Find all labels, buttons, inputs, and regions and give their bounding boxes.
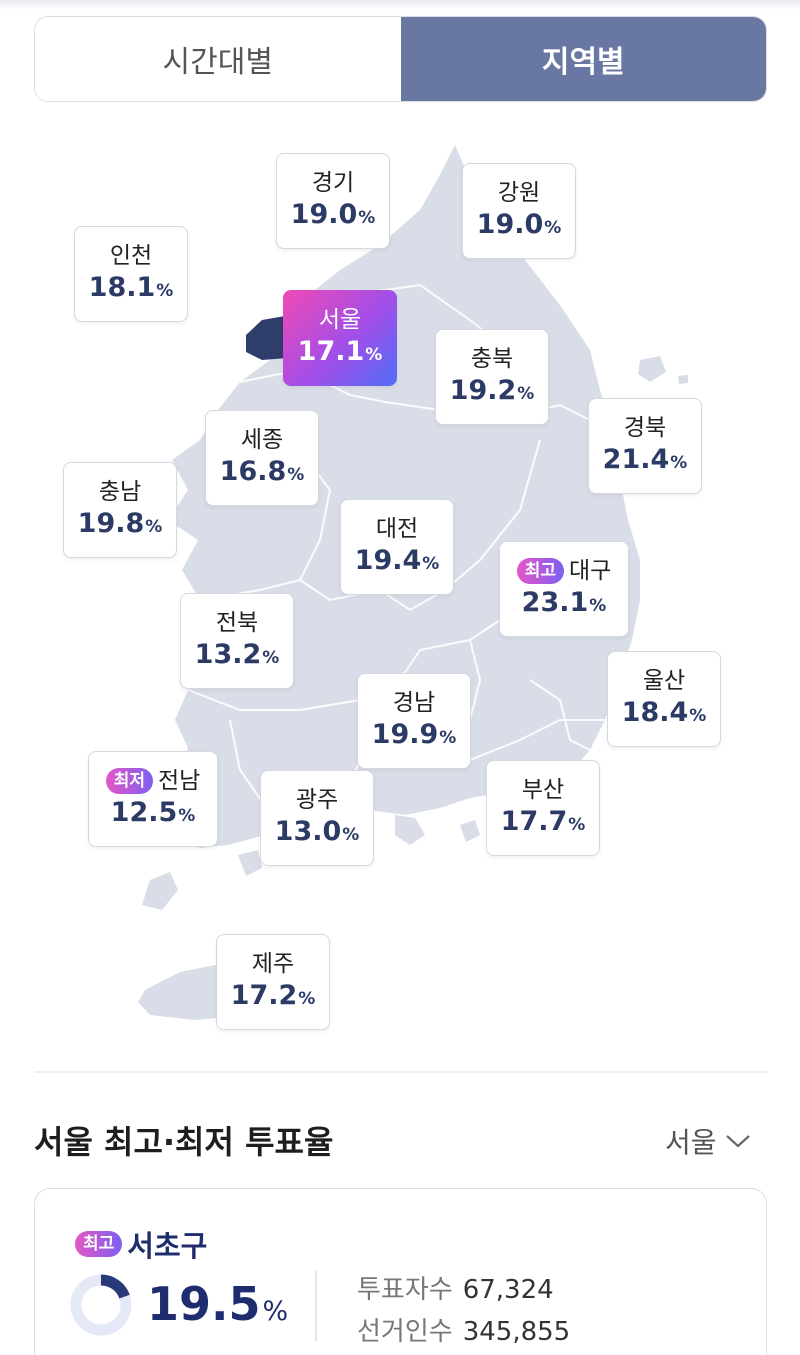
island-s-2: [460, 820, 480, 842]
lowest-badge: 최저: [105, 767, 153, 794]
region-rate: 18.1%: [88, 271, 174, 303]
region-name: 경기: [311, 169, 355, 196]
region-rate: 19.2%: [449, 374, 535, 406]
island-s-1: [395, 815, 425, 845]
region-card-daejeon[interactable]: 대전 19.4%: [340, 499, 454, 595]
region-rate: 13.0%: [274, 815, 360, 847]
region-rate: 12.5%: [110, 796, 196, 828]
region-card-gyeongnam[interactable]: 경남 19.9%: [357, 673, 471, 769]
region-name: 인천: [109, 242, 153, 269]
electorate-stat: 선거인수 345,855: [357, 1317, 571, 1347]
region-name: 경남: [392, 689, 436, 716]
region-name: 부산: [521, 776, 565, 803]
region-card-ulsan[interactable]: 울산 18.4%: [607, 651, 721, 747]
region-rate: 17.7%: [500, 805, 586, 837]
region-card-sejong[interactable]: 세종 16.8%: [205, 410, 319, 506]
region-rate: 13.2%: [194, 638, 280, 670]
region-card-gyeonggi[interactable]: 경기 19.0%: [276, 153, 390, 249]
region-rate: 19.9%: [371, 718, 457, 750]
region-name: 충남: [98, 478, 142, 505]
region-rate: 23.1%: [521, 586, 607, 618]
view-tabs: 시간대별 지역별: [34, 16, 767, 102]
region-select[interactable]: 서울: [665, 1121, 751, 1161]
chevron-down-icon: [725, 1135, 750, 1148]
island-dokdo: [678, 375, 688, 384]
region-name: 제주: [251, 950, 295, 977]
region-card-gyeongbuk[interactable]: 경북 21.4%: [588, 398, 702, 494]
region-name: 충북: [470, 345, 514, 372]
region-rate: 16.8%: [219, 455, 305, 487]
district-name: 서초구: [127, 1229, 208, 1263]
region-rate: 19.0%: [476, 208, 562, 240]
region-card-busan[interactable]: 부산 17.7%: [486, 760, 600, 856]
vertical-separator: [315, 1271, 317, 1341]
section-title: 서울 최고·최저 투표율: [34, 1123, 334, 1161]
region-name: 세종: [240, 426, 284, 453]
tab-by-time[interactable]: 시간대별: [35, 17, 401, 101]
region-name: 울산: [642, 667, 686, 694]
district-detail-card: 최고 서초구 19.5% 투표자수 67,324 선거인수 345,855: [34, 1188, 767, 1355]
region-rate: 21.4%: [602, 443, 688, 475]
district-rate: 19.5%: [147, 1277, 289, 1331]
region-name: 서울: [318, 306, 362, 333]
region-name: 강원: [497, 179, 541, 206]
region-card-jeju[interactable]: 제주 17.2%: [216, 934, 330, 1030]
region-card-chungnam[interactable]: 충남 19.8%: [63, 462, 177, 558]
region-card-jeonbuk[interactable]: 전북 13.2%: [180, 593, 294, 689]
island-sw-1: [142, 872, 178, 910]
highest-badge: 최고: [75, 1231, 123, 1257]
region-card-jeonnam[interactable]: 최저 전남 12.5%: [88, 751, 218, 847]
region-name: 전북: [215, 609, 259, 636]
region-name: 경북: [623, 414, 667, 441]
region-name: 최저 전남: [105, 766, 200, 796]
korea-turnout-map: 경기 19.0% 강원 19.0% 인천 18.1% 서울 17.1% 충북 1…: [0, 120, 800, 1060]
region-rate: 19.8%: [77, 507, 163, 539]
region-rate: 18.4%: [621, 696, 707, 728]
highest-badge: 최고: [516, 557, 564, 584]
region-name: 대전: [375, 515, 419, 542]
region-select-value: 서울: [665, 1126, 717, 1159]
region-rate: 17.2%: [230, 979, 316, 1011]
region-rate: 19.4%: [354, 544, 440, 576]
island-ulleung: [638, 356, 666, 382]
region-card-seoul[interactable]: 서울 17.1%: [283, 290, 397, 386]
region-card-gwangju[interactable]: 광주 13.0%: [260, 770, 374, 866]
tab-by-region[interactable]: 지역별: [400, 17, 766, 101]
top-shadow: [0, 0, 800, 10]
region-rate: 17.1%: [297, 335, 383, 367]
region-name: 광주: [295, 786, 339, 813]
turnout-donut-chart: [70, 1274, 132, 1336]
region-card-daegu[interactable]: 최고 대구 23.1%: [499, 541, 629, 637]
voters-stat: 투표자수 67,324: [357, 1275, 554, 1305]
region-rate: 19.0%: [290, 198, 376, 230]
region-name: 최고 대구: [516, 556, 611, 586]
region-card-gangwon[interactable]: 강원 19.0%: [462, 163, 576, 259]
region-card-chungbuk[interactable]: 충북 19.2%: [435, 329, 549, 425]
section-divider: [34, 1071, 767, 1073]
island-sw-2: [238, 850, 262, 876]
region-card-incheon[interactable]: 인천 18.1%: [74, 226, 188, 322]
district-header: 최고 서초구: [75, 1223, 207, 1265]
